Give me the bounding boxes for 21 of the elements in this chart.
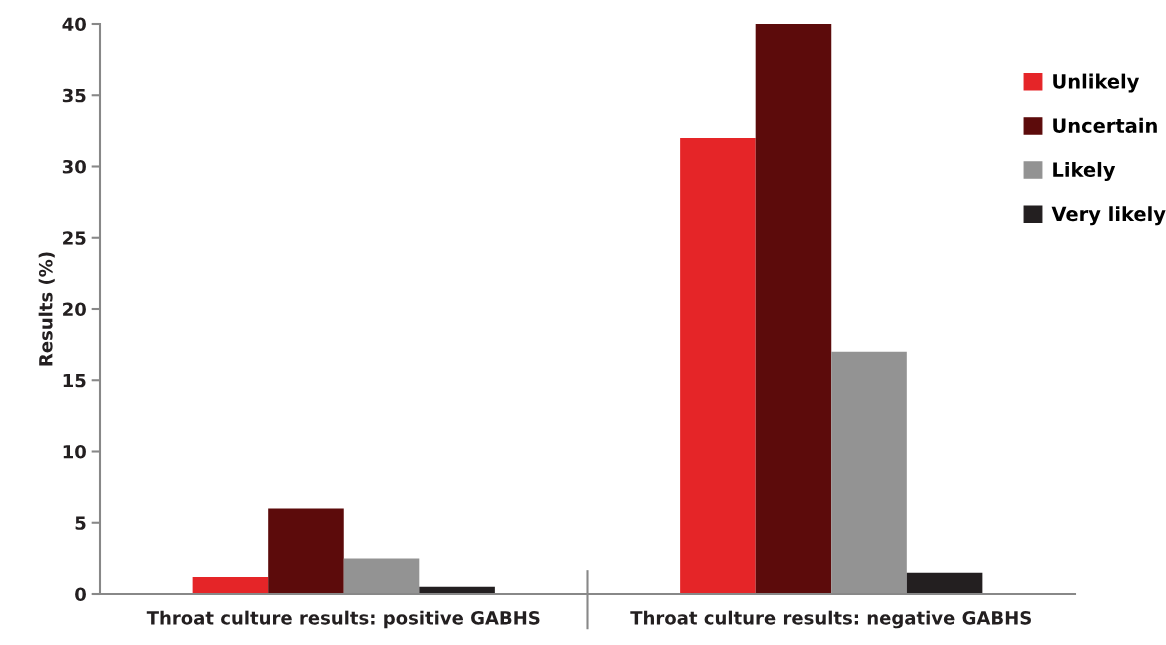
bar <box>268 508 344 594</box>
y-tick-label: 0 <box>75 587 86 602</box>
y-tick-label: 35 <box>62 88 86 103</box>
bar <box>680 138 756 594</box>
legend-label: Unlikely <box>1053 73 1140 93</box>
legend-label: Likely <box>1053 161 1116 181</box>
y-tick-label: 20 <box>63 302 86 317</box>
y-tick-label: 40 <box>62 17 86 32</box>
x-tick-label: Throat culture results: negative GABHS <box>630 610 1031 629</box>
legend-label: Very likely <box>1051 206 1166 226</box>
y-tick-label: 5 <box>75 516 86 530</box>
bar <box>192 576 269 594</box>
x-tick-label: Throat culture results: positive GABHS <box>146 610 540 629</box>
y-tick-label: 15 <box>63 373 86 388</box>
legend-label: Uncertain <box>1053 117 1157 133</box>
y-tick-label: 30 <box>62 159 86 174</box>
y-axis-title: Results (%) <box>38 252 55 366</box>
bar <box>755 24 832 594</box>
y-tick-label: 25 <box>63 231 86 245</box>
bar <box>906 572 983 594</box>
y-tick-label: 10 <box>63 444 86 459</box>
